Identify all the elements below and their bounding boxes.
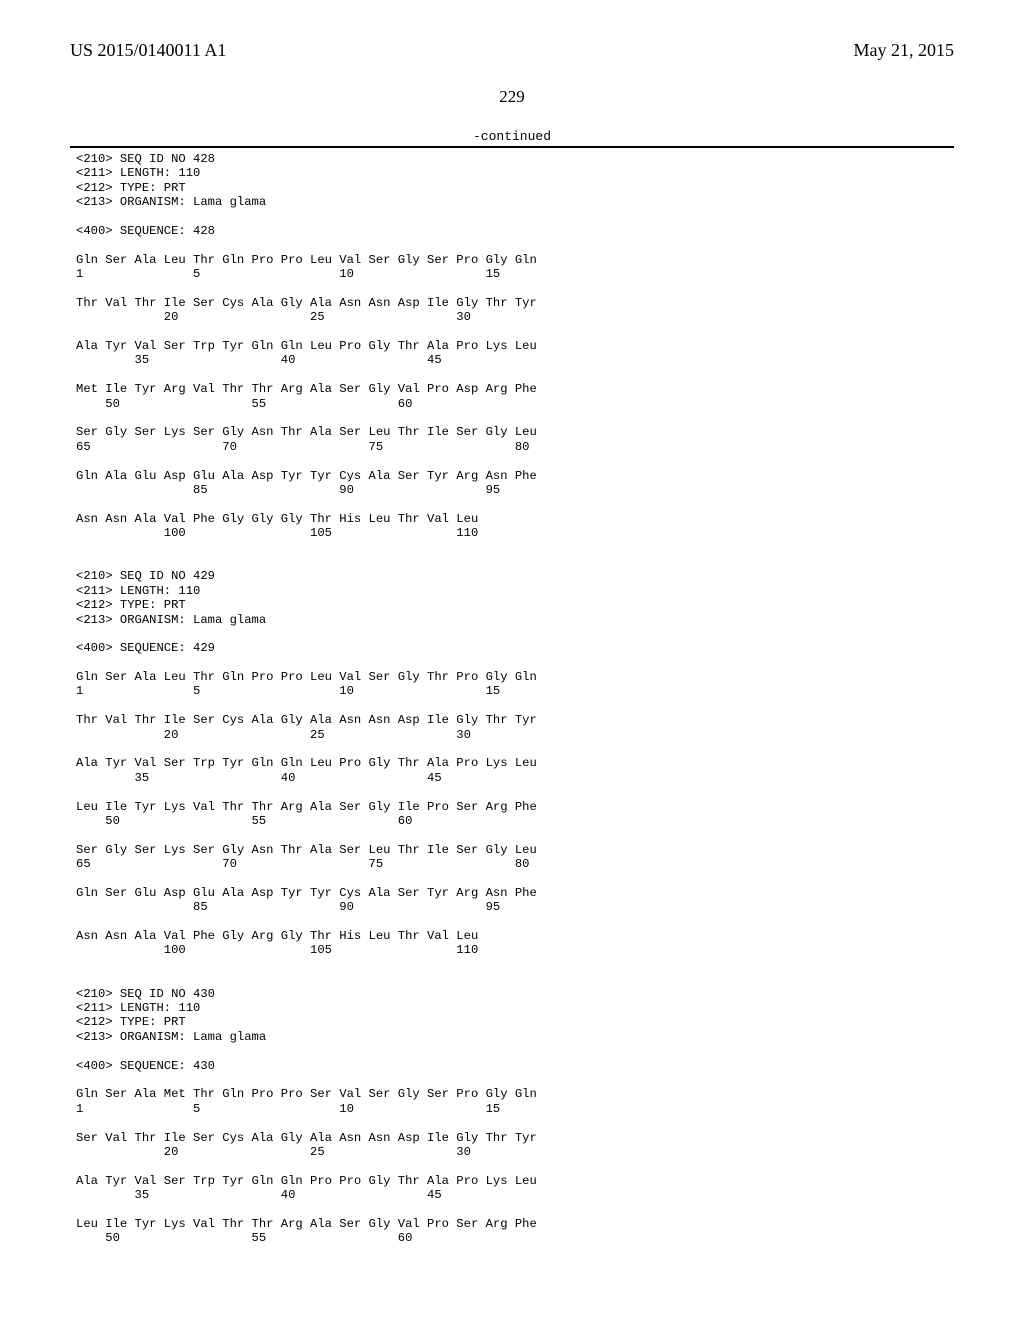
top-rule	[70, 146, 954, 148]
continued-label: -continued	[70, 129, 954, 144]
running-header: US 2015/0140011 A1 May 21, 2015	[70, 40, 954, 61]
header-left: US 2015/0140011 A1	[70, 40, 226, 61]
page-number: 229	[70, 87, 954, 107]
sequence-listing: <210> SEQ ID NO 428 <211> LENGTH: 110 <2…	[76, 152, 954, 1260]
header-right: May 21, 2015	[854, 40, 955, 61]
page: US 2015/0140011 A1 May 21, 2015 229 -con…	[0, 0, 1024, 1320]
